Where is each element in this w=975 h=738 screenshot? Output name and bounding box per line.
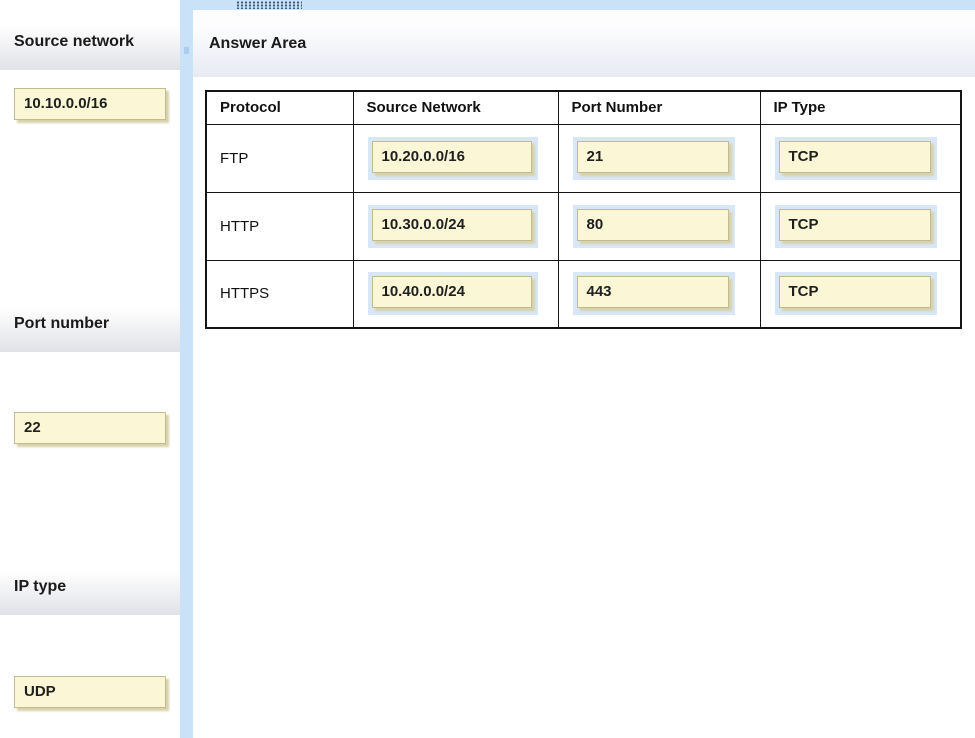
column-header-protocol: Protocol bbox=[205, 90, 354, 125]
palette-panel: Source network 10.10.0.0/16 Port number … bbox=[0, 0, 180, 738]
palette-token-source-network[interactable]: 10.10.0.0/16 bbox=[14, 88, 166, 120]
answer-table: Protocol Source Network Port Number IP T… bbox=[205, 90, 962, 329]
protocol-label: HTTPS bbox=[205, 259, 354, 329]
token-source-network[interactable]: 10.20.0.0/16 bbox=[371, 140, 532, 173]
protocol-label: HTTP bbox=[205, 191, 354, 261]
palette-token-ip-type[interactable]: UDP bbox=[14, 676, 166, 708]
token-port-number[interactable]: 80 bbox=[576, 208, 729, 241]
column-header-source-network: Source Network bbox=[352, 90, 559, 125]
token-ip-type[interactable]: TCP bbox=[778, 140, 931, 173]
token-source-network[interactable]: 10.30.0.0/24 bbox=[371, 208, 532, 241]
panel-divider[interactable] bbox=[180, 0, 193, 738]
table-header-row: Protocol Source Network Port Number IP T… bbox=[205, 90, 962, 125]
http-port-number-cell: 80 bbox=[557, 191, 761, 261]
dropzone-port-number[interactable]: 443 bbox=[572, 272, 735, 316]
token-ip-type[interactable]: TCP bbox=[778, 276, 931, 309]
ftp-ip-type-cell: TCP bbox=[759, 123, 962, 193]
dropzone-source-network[interactable]: 10.30.0.0/24 bbox=[367, 204, 538, 248]
token-port-number[interactable]: 21 bbox=[576, 140, 729, 173]
dropzone-ip-type[interactable]: TCP bbox=[774, 204, 937, 248]
http-ip-type-cell: TCP bbox=[759, 191, 962, 261]
column-header-ip-type: IP Type bbox=[759, 90, 962, 125]
token-ip-type[interactable]: TCP bbox=[778, 208, 931, 241]
dropzone-source-network[interactable]: 10.40.0.0/24 bbox=[367, 272, 538, 316]
https-port-number-cell: 443 bbox=[557, 259, 761, 329]
https-source-network-cell: 10.40.0.0/24 bbox=[352, 259, 559, 329]
divider-handle[interactable] bbox=[184, 47, 189, 54]
dropzone-port-number[interactable]: 21 bbox=[572, 136, 735, 180]
palette-token-port-number[interactable]: 22 bbox=[14, 412, 166, 444]
palette-header-source-network: Source network bbox=[0, 14, 180, 70]
grip-dots-icon[interactable] bbox=[236, 1, 302, 9]
table-row-ftp: FTP 10.20.0.0/16 21 TCP bbox=[205, 123, 962, 193]
http-source-network-cell: 10.30.0.0/24 bbox=[352, 191, 559, 261]
token-port-number[interactable]: 443 bbox=[576, 276, 729, 309]
answer-area-title: Answer Area bbox=[193, 10, 975, 77]
table-row-https: HTTPS 10.40.0.0/24 443 TCP bbox=[205, 259, 962, 329]
ftp-port-number-cell: 21 bbox=[557, 123, 761, 193]
dropzone-ip-type[interactable]: TCP bbox=[774, 272, 937, 316]
top-splitter-bar bbox=[0, 0, 975, 10]
ftp-source-network-cell: 10.20.0.0/16 bbox=[352, 123, 559, 193]
protocol-label: FTP bbox=[205, 123, 354, 193]
https-ip-type-cell: TCP bbox=[759, 259, 962, 329]
table-row-http: HTTP 10.30.0.0/24 80 TCP bbox=[205, 191, 962, 261]
token-source-network[interactable]: 10.40.0.0/24 bbox=[371, 276, 532, 309]
dropzone-port-number[interactable]: 80 bbox=[572, 204, 735, 248]
dropzone-ip-type[interactable]: TCP bbox=[774, 136, 937, 180]
column-header-port-number: Port Number bbox=[557, 90, 761, 125]
palette-header-port-number: Port number bbox=[0, 296, 180, 352]
palette-header-ip-type: IP type bbox=[0, 559, 180, 615]
dropzone-source-network[interactable]: 10.20.0.0/16 bbox=[367, 136, 538, 180]
